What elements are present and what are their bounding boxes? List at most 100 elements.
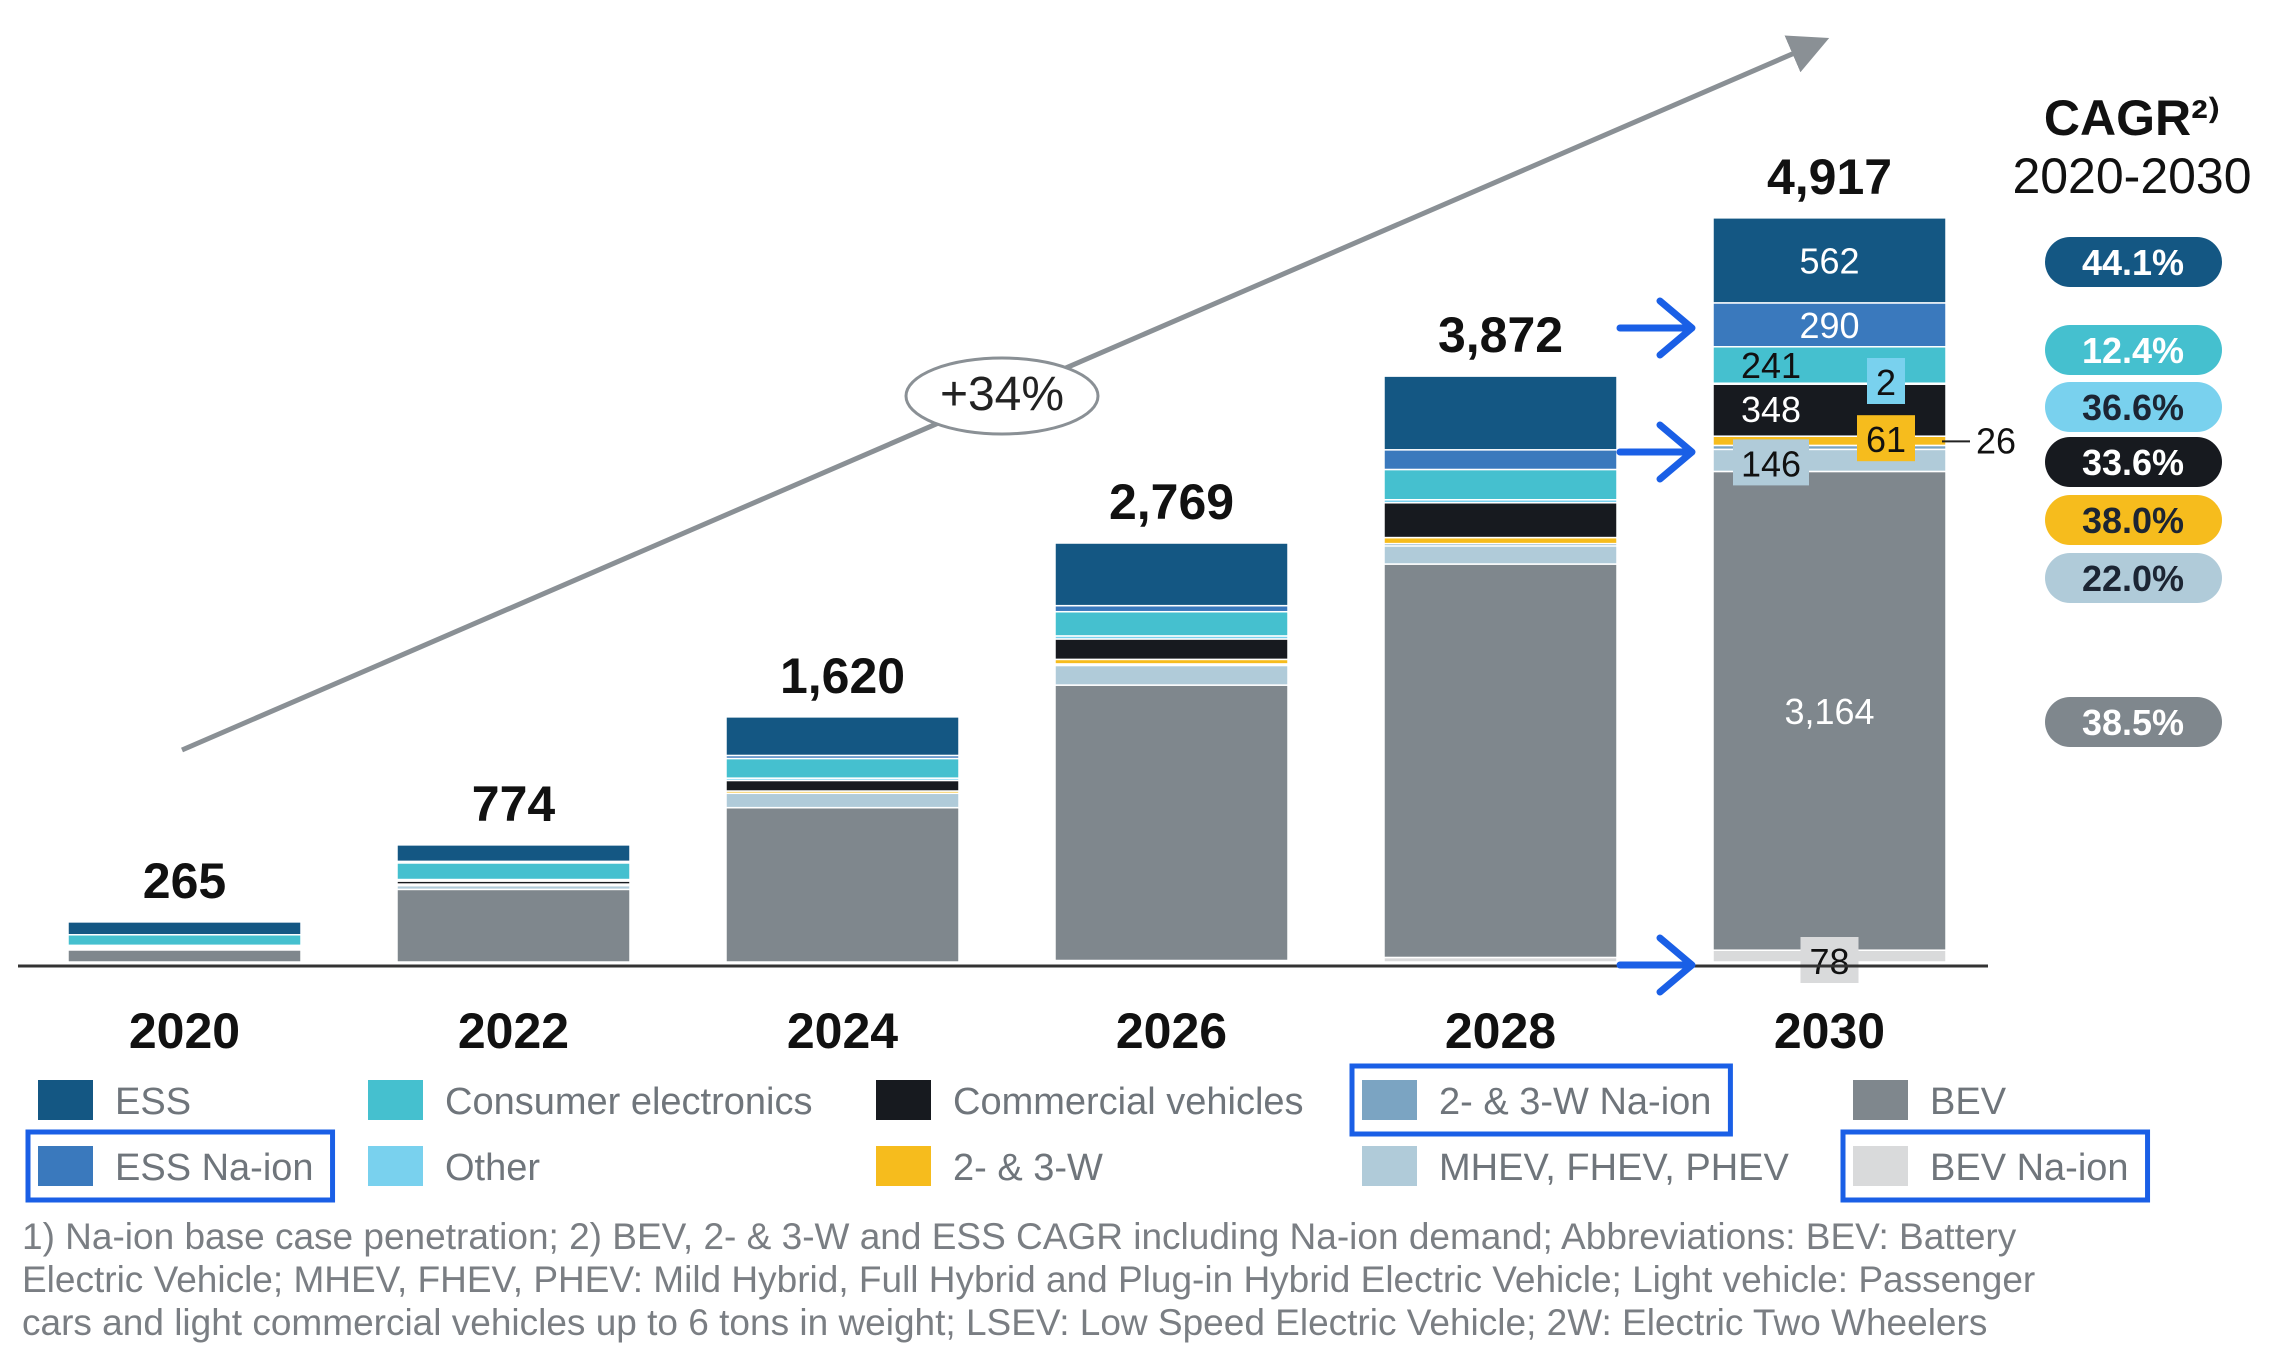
bar-segment-ess_na-2026 bbox=[1054, 604, 1289, 613]
cagr-pill bbox=[2045, 495, 2222, 545]
x-tick-label: 2024 bbox=[787, 1003, 898, 1059]
legend-swatch bbox=[368, 1146, 423, 1186]
bar-segment-ess-2028 bbox=[1383, 375, 1618, 451]
legend-item-w23: 2- & 3-W bbox=[876, 1146, 1103, 1189]
legend-item-bev: BEV bbox=[1853, 1080, 2007, 1123]
legend-label: ESS Na-ion bbox=[115, 1147, 314, 1189]
legend-item-commercial: Commercial vehicles bbox=[876, 1080, 1304, 1123]
highlight-arrows-group bbox=[1616, 297, 1696, 996]
bar-segment-ess_na-2028 bbox=[1383, 449, 1618, 471]
legend-label: ESS bbox=[115, 1081, 191, 1123]
footnote-line: cars and light commercial vehicles up to… bbox=[22, 1302, 1988, 1343]
legend-highlight-box bbox=[25, 1129, 336, 1203]
highlight-arrow-icon bbox=[1616, 297, 1696, 359]
legend-highlight-box bbox=[1840, 1129, 2151, 1203]
legend-label: BEV bbox=[1930, 1081, 2007, 1123]
legend-swatch bbox=[1362, 1080, 1417, 1120]
bar-segment-ess-2030 bbox=[1712, 217, 1947, 304]
data-label-ess_na: 290 bbox=[1799, 305, 1859, 346]
bar-segment-commercial-2024 bbox=[725, 779, 960, 792]
data-label-bev_na: 78 bbox=[1809, 941, 1849, 982]
bar-total-label: 774 bbox=[472, 776, 556, 832]
growth-label: +34% bbox=[940, 368, 1064, 421]
legend-swatch bbox=[368, 1080, 423, 1120]
legend-label: Other bbox=[445, 1147, 540, 1189]
legend-label: Consumer electronics bbox=[445, 1081, 812, 1123]
data-label-mhev: 146 bbox=[1741, 443, 1801, 484]
bar-segment-ess-2020 bbox=[67, 921, 302, 936]
x-tick-label: 2026 bbox=[1116, 1003, 1227, 1059]
data-label-commercial: 348 bbox=[1741, 389, 1801, 430]
legend-swatch bbox=[876, 1080, 931, 1120]
cagr-column: CAGR²⁾ 2020-2030 44.1% 12.4% 36.6% 33.6% 38.… bbox=[2012, 90, 2252, 747]
bar-segment-ess-2022 bbox=[396, 844, 631, 863]
highlight-arrow-icon bbox=[1616, 421, 1696, 483]
cagr-value: 38.5% bbox=[2082, 702, 2184, 743]
legend-item-other: Other bbox=[368, 1146, 540, 1189]
legend-swatch bbox=[1853, 1146, 1908, 1186]
data-label-bev: 3,164 bbox=[1784, 691, 1874, 732]
data-label-box-other bbox=[1867, 357, 1905, 404]
data-label-box-bev_na bbox=[1800, 937, 1859, 983]
bar-segment-commercial-2028 bbox=[1383, 502, 1618, 539]
legend-item-ess: ESS bbox=[38, 1080, 191, 1123]
bar-segment-bev-2024 bbox=[725, 806, 960, 963]
data-label-w23_na: 26 bbox=[1976, 420, 2016, 461]
cagr-pill bbox=[2045, 697, 2222, 747]
legend-swatch bbox=[1362, 1146, 1417, 1186]
legend-label: MHEV, FHEV, PHEV bbox=[1439, 1147, 1790, 1189]
bar-total-label: 265 bbox=[143, 853, 226, 909]
x-axis-ticks-group: 2020 2022 2024 2026 2028 2030 bbox=[129, 1003, 1885, 1059]
legend-item-bev_na: BEV Na-ion bbox=[1840, 1129, 2151, 1203]
data-label-w23: 61 bbox=[1866, 419, 1906, 460]
bar-segment-mhev-2028 bbox=[1383, 545, 1618, 565]
footnote-line: Electric Vehicle; MHEV, FHEV, PHEV: Mild… bbox=[22, 1259, 2036, 1300]
x-tick-label: 2028 bbox=[1445, 1003, 1556, 1059]
footnote-line: 1) Na-ion base case penetration; 2) BEV,… bbox=[22, 1216, 2017, 1257]
legend-swatch bbox=[1853, 1080, 1908, 1120]
cagr-value: 22.0% bbox=[2082, 558, 2184, 599]
legend-swatch bbox=[876, 1146, 931, 1186]
battery-demand-chart: +34% 265 774 1,620 2,769 3,872 4,917 562 290241… bbox=[18, 35, 2252, 1203]
bar-segment-mhev-2026 bbox=[1054, 664, 1289, 686]
cagr-pill bbox=[2045, 382, 2222, 432]
bar-segment-consumer-2026 bbox=[1054, 610, 1289, 637]
data-label-consumer: 241 bbox=[1741, 345, 1801, 386]
bar-segment-bev-2022 bbox=[396, 888, 631, 963]
bar-segment-bev-2026 bbox=[1054, 684, 1289, 962]
x-tick-label: 2030 bbox=[1774, 1003, 1885, 1059]
bar-segment-bev-2030 bbox=[1712, 470, 1947, 951]
bars-group bbox=[67, 217, 1947, 963]
legend-item-mhev: MHEV, FHEV, PHEV bbox=[1362, 1146, 1790, 1189]
cagr-value: 12.4% bbox=[2082, 330, 2184, 371]
legend-label: 2- & 3-W Na-ion bbox=[1439, 1081, 1711, 1123]
cagr-value: 33.6% bbox=[2082, 442, 2184, 483]
legend-item-consumer: Consumer electronics bbox=[368, 1080, 812, 1123]
cagr-period: 2020-2030 bbox=[2012, 148, 2251, 204]
highlight-arrow-icon bbox=[1616, 934, 1696, 996]
cagr-pill bbox=[2045, 553, 2222, 603]
data-label-ess: 562 bbox=[1799, 240, 1859, 281]
bar-total-label: 2,769 bbox=[1109, 474, 1234, 530]
data-label-box-mhev bbox=[1733, 439, 1809, 486]
x-tick-label: 2020 bbox=[129, 1003, 240, 1059]
cagr-value: 38.0% bbox=[2082, 500, 2184, 541]
cagr-pill bbox=[2045, 437, 2222, 487]
footnote: 1) Na-ion base case penetration; 2) BEV,… bbox=[22, 1215, 2252, 1344]
bar-segment-w23-2028 bbox=[1383, 536, 1618, 545]
legend-label: 2- & 3-W bbox=[953, 1147, 1103, 1189]
cagr-title: CAGR²⁾ bbox=[2044, 90, 2220, 146]
legend-swatch bbox=[38, 1080, 93, 1120]
bar-segment-consumer-2024 bbox=[725, 757, 960, 779]
bar-segment-bev-2020 bbox=[67, 949, 302, 963]
growth-arrow-group: +34% bbox=[181, 35, 1830, 753]
legend-swatch bbox=[38, 1146, 93, 1186]
legend-item-w23_na: 2- & 3-W Na-ion bbox=[1349, 1063, 1733, 1137]
bar-segment-bev-2028 bbox=[1383, 563, 1618, 959]
cagr-pill bbox=[2045, 237, 2222, 287]
data-label-other: 2 bbox=[1876, 362, 1896, 403]
bar-segment-consumer-2022 bbox=[396, 862, 631, 881]
bar-total-label: 3,872 bbox=[1438, 307, 1563, 363]
x-tick-label: 2022 bbox=[458, 1003, 569, 1059]
